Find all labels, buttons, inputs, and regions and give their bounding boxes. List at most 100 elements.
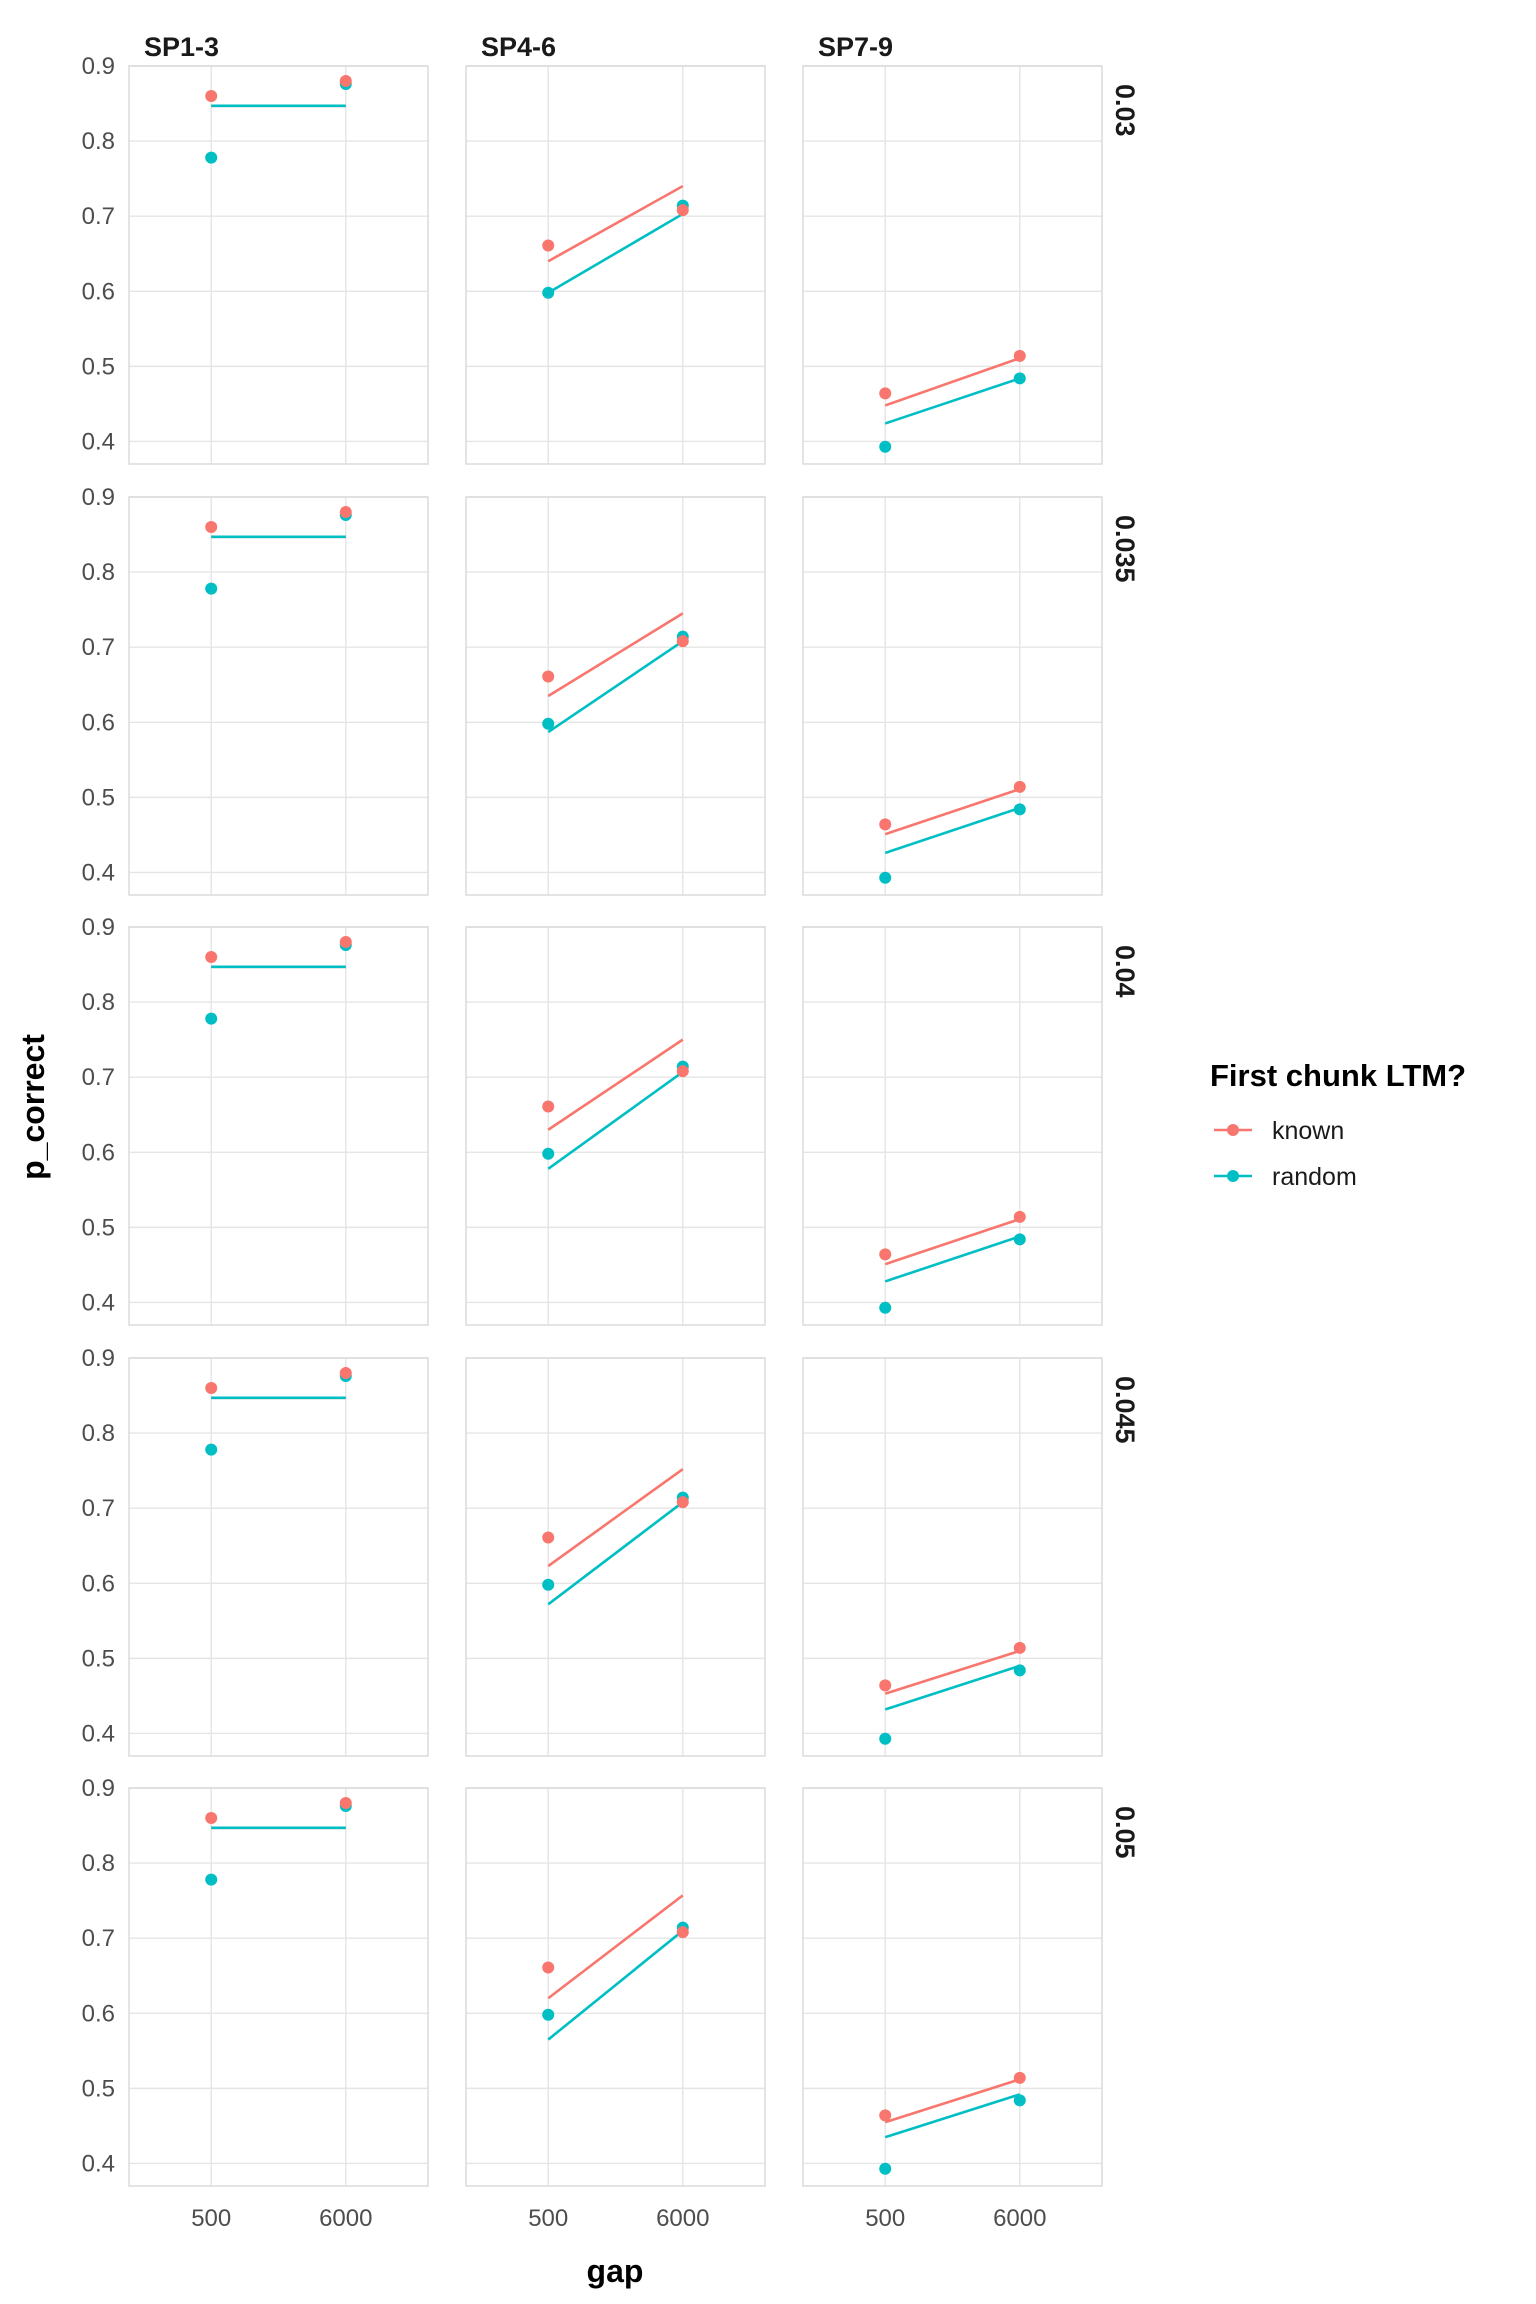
data-point-known	[676, 1496, 689, 1509]
y-tick-label: 0.4	[82, 2150, 115, 2177]
data-point-random	[205, 582, 218, 595]
panel-border	[802, 1357, 1103, 1757]
data-point-known	[205, 1812, 218, 1825]
series-line-known	[884, 1217, 1021, 1266]
y-tick-label: 0.6	[82, 1139, 115, 1166]
y-tick-label: 0.8	[82, 989, 115, 1016]
panel-border	[128, 1357, 429, 1757]
series-line-random	[884, 377, 1021, 425]
data-point-random	[542, 1147, 555, 1160]
series-line-random	[547, 1501, 684, 1606]
y-tick-label: 0.7	[82, 203, 115, 230]
data-point-known	[879, 1248, 892, 1261]
data-point-known	[879, 387, 892, 400]
data-point-random	[205, 151, 218, 164]
y-tick-label: 0.8	[82, 559, 115, 586]
series-line-known	[547, 185, 684, 263]
y-tick-label: 0.9	[82, 1345, 115, 1372]
data-point-random	[879, 440, 892, 453]
series-line-known	[547, 1038, 684, 1131]
data-point-known	[1013, 349, 1026, 362]
legend-key-point-random	[1227, 1170, 1239, 1182]
panel-border	[465, 65, 766, 465]
y-tick-label: 0.7	[82, 634, 115, 661]
data-point-known	[205, 951, 218, 964]
x-tick-label: 6000	[656, 2205, 709, 2232]
data-point-known	[205, 1382, 218, 1395]
data-point-known	[1013, 1641, 1026, 1654]
data-point-random	[1013, 1233, 1026, 1246]
data-point-known	[542, 670, 555, 683]
panel-border	[802, 926, 1103, 1326]
data-point-random	[1013, 1664, 1026, 1677]
data-point-known	[676, 204, 689, 217]
y-tick-label: 0.7	[82, 1925, 115, 1952]
data-point-known	[879, 2109, 892, 2122]
panel-border	[465, 1787, 766, 2187]
y-tick-label: 0.5	[82, 784, 115, 811]
y-tick-label: 0.8	[82, 1850, 115, 1877]
data-point-random	[542, 286, 555, 299]
row-facet-label: 0.05	[1110, 1806, 1140, 1859]
panel-background	[129, 66, 428, 464]
legend-label-random: random	[1272, 1163, 1357, 1191]
column-facet-label: SP1-3	[144, 32, 219, 62]
series-line-random	[547, 1070, 684, 1170]
x-tick-label: 500	[528, 2205, 568, 2232]
y-tick-label: 0.7	[82, 1495, 115, 1522]
panel-border	[802, 65, 1103, 465]
y-tick-label: 0.8	[82, 128, 115, 155]
legend-key-point-known	[1227, 1124, 1239, 1136]
row-facet-label: 0.03	[1110, 84, 1140, 137]
series-line-known	[884, 787, 1021, 836]
data-point-random	[1013, 372, 1026, 385]
x-tick-label: 500	[191, 2205, 231, 2232]
y-tick-label: 0.9	[82, 484, 115, 511]
series-line-random	[547, 640, 684, 734]
data-point-random	[879, 2162, 892, 2175]
panel-background	[466, 927, 765, 1325]
x-axis-title: gap	[587, 2253, 644, 2289]
data-point-known	[879, 1679, 892, 1692]
data-point-known	[339, 936, 352, 949]
series-line-random	[547, 212, 684, 294]
series-line-random	[884, 2093, 1021, 2139]
data-point-random	[205, 1012, 218, 1025]
series-line-random	[884, 1664, 1021, 1711]
data-point-known	[1013, 1210, 1026, 1223]
column-facet-label: SP4-6	[481, 32, 556, 62]
data-point-known	[339, 75, 352, 88]
panel-border	[128, 926, 429, 1326]
x-tick-label: 500	[865, 2205, 905, 2232]
y-tick-label: 0.9	[82, 914, 115, 941]
y-tick-label: 0.9	[82, 1775, 115, 1802]
data-point-known	[339, 1367, 352, 1380]
panel-border	[802, 496, 1103, 896]
data-point-random	[1013, 803, 1026, 816]
y-tick-label: 0.6	[82, 2000, 115, 2027]
data-point-known	[205, 521, 218, 534]
data-point-known	[676, 1926, 689, 1939]
data-point-random	[879, 1301, 892, 1314]
series-line-random	[884, 1235, 1021, 1283]
panel-background	[466, 66, 765, 464]
y-tick-label: 0.6	[82, 1570, 115, 1597]
series-line-known	[884, 1649, 1021, 1695]
panel-background	[466, 497, 765, 895]
data-point-random	[542, 2008, 555, 2021]
panel-background	[803, 66, 1102, 464]
x-tick-label: 6000	[993, 2205, 1046, 2232]
panel-background	[803, 1788, 1102, 2186]
y-tick-label: 0.4	[82, 1720, 115, 1747]
panel-border	[465, 1357, 766, 1757]
data-point-known	[339, 506, 352, 519]
y-tick-label: 0.6	[82, 709, 115, 736]
data-point-known	[542, 1961, 555, 1974]
panel-background	[129, 1358, 428, 1756]
x-tick-label: 6000	[319, 2205, 372, 2232]
data-point-known	[879, 818, 892, 831]
y-tick-label: 0.5	[82, 353, 115, 380]
panel-background	[129, 927, 428, 1325]
panel-border	[465, 496, 766, 896]
panel-background	[466, 1358, 765, 1756]
